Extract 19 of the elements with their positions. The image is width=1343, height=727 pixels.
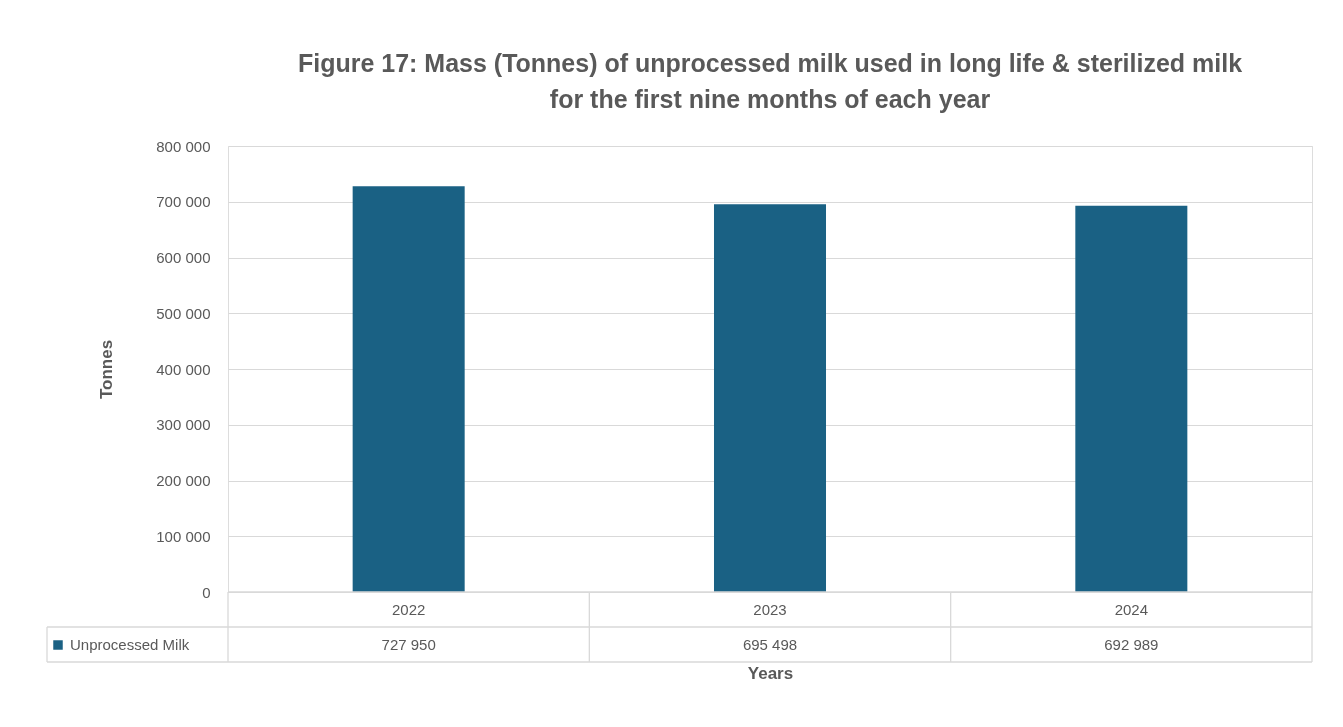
y-tick-label: 0 [202,583,211,601]
y-tick-label: 500 000 [156,304,211,322]
y-axis-title: Tonnes [97,339,117,400]
chart-title: Figure 17: Mass (Tonnes) of unprocessed milk used in long life & sterilized milk for the first nine months of each year [297,49,1243,113]
x-axis-title: Years [747,663,794,683]
y-tick-label: 800 000 [156,137,211,155]
x-tick-label: 2022 [391,600,426,618]
legend-label: Unprocessed Milk [70,636,190,653]
y-tick-label: 300 000 [156,416,211,434]
y-tick-label: 700 000 [156,193,211,211]
data-label: 727 950 [381,636,436,653]
x-tick-label: 2024 [1114,600,1149,618]
y-tick-label: 100 000 [156,527,211,545]
y-tick-label: 200 000 [156,472,211,489]
y-tick-label: 400 000 [156,360,211,378]
x-tick-label: 2023 [753,600,787,618]
data-label: 692 989 [1104,636,1159,653]
y-tick-label: 600 000 [156,249,211,266]
data-label: 695 498 [742,636,798,653]
